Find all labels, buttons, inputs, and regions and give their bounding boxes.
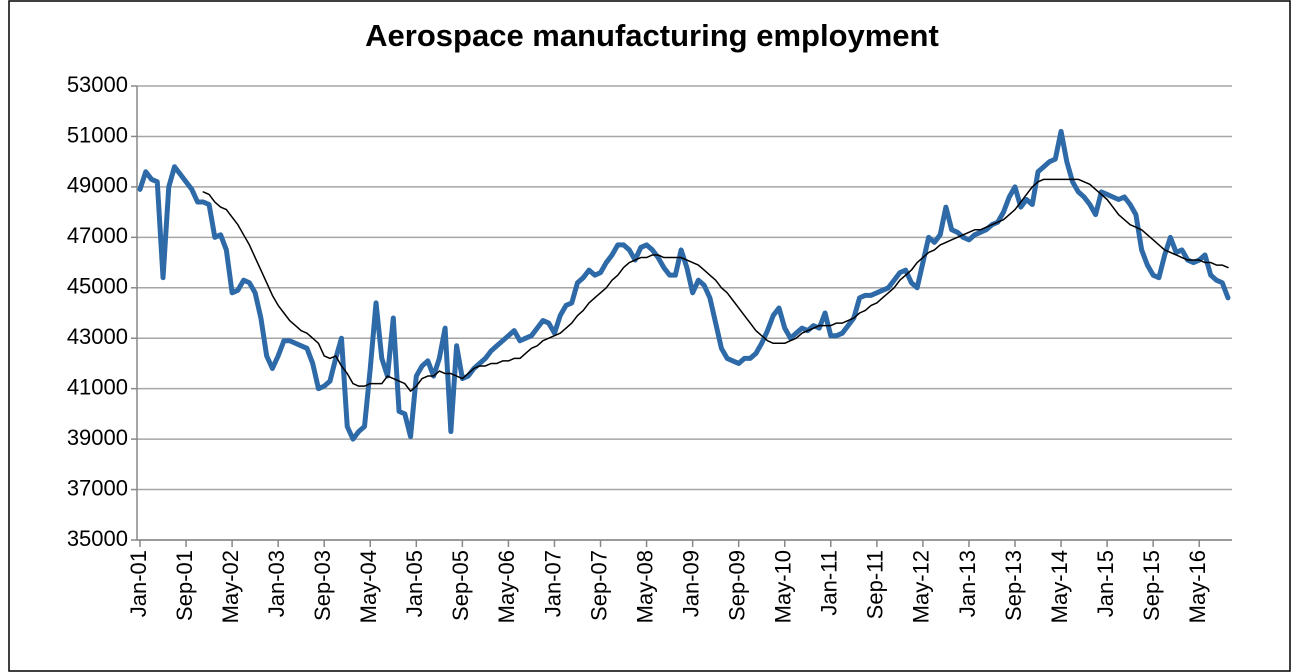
x-tick-label: May-14 bbox=[1047, 550, 1072, 623]
y-tick-label: 45000 bbox=[67, 274, 128, 299]
x-tick-label: Jan-11 bbox=[817, 550, 842, 616]
x-tick-label: Jan-13 bbox=[955, 550, 980, 617]
chart-title: Aerospace manufacturing employment bbox=[365, 18, 939, 53]
chart-frame bbox=[8, 0, 1291, 672]
x-tick-label: Sep-09 bbox=[725, 550, 750, 621]
y-tick-label: 39000 bbox=[67, 425, 128, 450]
x-tick-label: Jan-03 bbox=[264, 550, 289, 617]
x-tick-label: Jan-05 bbox=[402, 550, 427, 617]
y-tick-label: 41000 bbox=[67, 374, 128, 399]
x-tick-label: Jan-07 bbox=[540, 550, 565, 617]
x-tick-label: Jan-09 bbox=[678, 550, 703, 617]
x-tick-label: Sep-05 bbox=[448, 550, 473, 621]
series-line bbox=[202, 178, 1229, 392]
x-tick-label: Sep-01 bbox=[172, 550, 197, 621]
x-tick-label: May-10 bbox=[771, 550, 796, 623]
y-tick-label: 53000 bbox=[67, 72, 128, 97]
x-tick-label: May-04 bbox=[356, 550, 381, 623]
y-tick-label: 51000 bbox=[67, 122, 128, 147]
y-tick-label: 43000 bbox=[67, 324, 128, 349]
x-tick-label: May-12 bbox=[909, 550, 934, 623]
y-tick-label: 49000 bbox=[67, 173, 128, 198]
x-tick-label: Sep-03 bbox=[310, 550, 335, 621]
x-tick-label: May-06 bbox=[494, 550, 519, 623]
x-tick-label: Jan-01 bbox=[126, 550, 151, 617]
y-tick-label: 47000 bbox=[67, 223, 128, 248]
x-tick-label: Sep-11 bbox=[863, 550, 888, 619]
x-tick-label: Sep-07 bbox=[586, 550, 611, 621]
x-tick-label: Sep-15 bbox=[1139, 550, 1164, 621]
x-tick-label: May-08 bbox=[632, 550, 657, 623]
y-tick-label: 37000 bbox=[67, 475, 128, 500]
x-tick-label: May-16 bbox=[1185, 550, 1210, 623]
x-tick-label: May-02 bbox=[218, 550, 243, 623]
y-tick-label: 35000 bbox=[67, 526, 128, 551]
x-tick-label: Jan-15 bbox=[1093, 550, 1118, 617]
x-tick-label: Sep-13 bbox=[1001, 550, 1026, 621]
